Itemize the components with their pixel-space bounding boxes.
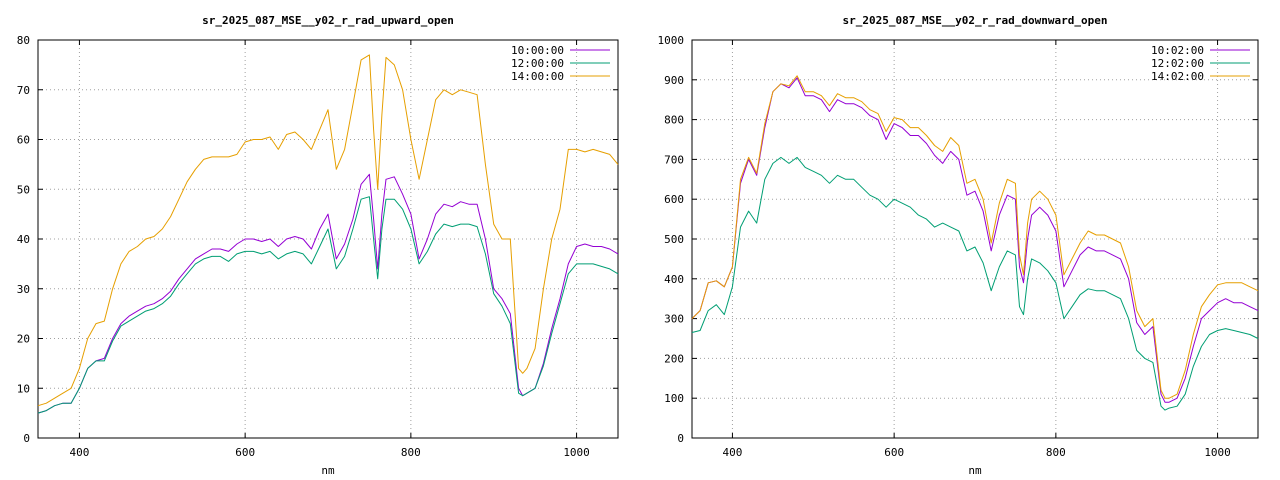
legend-label: 12:00:00: [511, 57, 564, 70]
legend-label: 14:02:00: [1151, 70, 1204, 83]
x-tick-label: 1000: [1204, 446, 1231, 459]
y-tick-label: 20: [17, 333, 30, 346]
y-tick-label: 100: [664, 392, 684, 405]
series-line-downward-2: [691, 75, 1259, 399]
y-tick-label: 1000: [658, 34, 685, 47]
x-axis-label-downward: nm: [968, 464, 982, 477]
legend-label: 14:00:00: [511, 70, 564, 83]
y-tick-label: 10: [17, 382, 30, 395]
series-line-upward-1: [37, 196, 619, 414]
y-tick-label: 700: [664, 153, 684, 166]
legend-label: 10:00:00: [511, 44, 564, 57]
y-tick-label: 40: [17, 233, 30, 246]
y-tick-label: 80: [17, 34, 30, 47]
y-tick-label: 900: [664, 74, 684, 87]
y-tick-label: 0: [677, 432, 684, 445]
x-tick-label: 800: [1046, 446, 1066, 459]
y-tick-label: 600: [664, 193, 684, 206]
chart-panel-downward: sr_2025_087_MSE__y02_r_rad_downward_open…: [658, 14, 1259, 477]
x-tick-label: 600: [235, 446, 255, 459]
y-tick-label: 50: [17, 183, 30, 196]
chart-title-upward: sr_2025_087_MSE__y02_r_rad_upward_open: [202, 14, 454, 27]
series-line-upward-0: [37, 173, 619, 414]
x-tick-label: 800: [401, 446, 421, 459]
y-tick-label: 30: [17, 283, 30, 296]
chart-panel-upward: sr_2025_087_MSE__y02_r_rad_upward_open n…: [17, 14, 619, 477]
x-tick-label: 400: [722, 446, 742, 459]
x-axis-label-upward: nm: [321, 464, 335, 477]
y-tick-label: 500: [664, 233, 684, 246]
y-tick-label: 60: [17, 134, 30, 147]
series-line-downward-0: [691, 77, 1259, 403]
y-tick-label: 400: [664, 273, 684, 286]
chart-title-downward: sr_2025_087_MSE__y02_r_rad_downward_open: [843, 14, 1108, 27]
series-line-upward-2: [37, 54, 619, 407]
legend-label: 10:02:00: [1151, 44, 1204, 57]
y-tick-label: 0: [23, 432, 30, 445]
y-tick-label: 70: [17, 84, 30, 97]
x-tick-label: 1000: [563, 446, 590, 459]
series-line-downward-1: [691, 156, 1259, 411]
y-tick-label: 300: [664, 313, 684, 326]
y-tick-label: 800: [664, 114, 684, 127]
legend-label: 12:02:00: [1151, 57, 1204, 70]
x-tick-label: 400: [69, 446, 89, 459]
y-tick-label: 200: [664, 352, 684, 365]
x-tick-label: 600: [884, 446, 904, 459]
